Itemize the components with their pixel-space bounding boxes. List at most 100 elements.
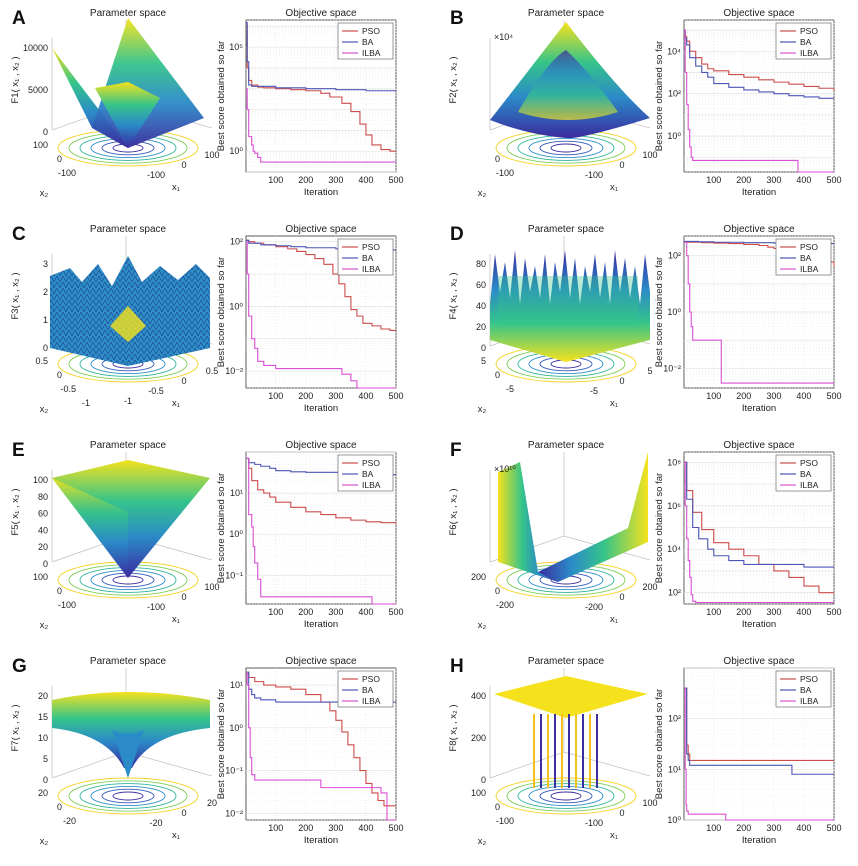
x1-axis-label: x₁ [172, 830, 180, 841]
panel-letter: C [12, 224, 26, 245]
z-tick: 80 [476, 259, 486, 269]
legend-label: ILBA [362, 48, 381, 58]
x1-axis-label: x₁ [172, 182, 180, 193]
objective-chart-C: Objective space 100 200 300 400 500 10² 10⁰ 10⁻²… [216, 224, 404, 414]
z-axis-label: F8( x₁ , x₂ ) [448, 704, 459, 751]
surface-shape [50, 256, 210, 366]
surface-shape [490, 250, 650, 362]
x2-axis-label: x₂ [478, 620, 487, 631]
panel-letter: H [450, 656, 464, 677]
series-line-ba [684, 687, 834, 775]
x-tick-label: 200 [736, 391, 751, 401]
surface-plot-B: B Parameter space F2( x₁ , x₂ ) ×10⁴ 0 -100 10… [448, 8, 658, 199]
z-tick: 5 [43, 754, 48, 764]
surface-title: Parameter space [528, 8, 605, 19]
x-tick-label: 100 [706, 391, 721, 401]
contour-floor [57, 777, 199, 815]
objective-chart-H: Objective space 100 200 300 400 500 10² 10¹ 10⁰ I… [654, 656, 842, 846]
surface-face [494, 676, 648, 718]
contour-ring [495, 777, 637, 815]
y-tick-label: 10⁰ [667, 307, 681, 317]
grid [684, 667, 835, 821]
z-tick: 400 [471, 691, 486, 701]
contour-floor [495, 777, 637, 815]
x2-tick: 0 [57, 370, 62, 380]
chart-title: Objective space [285, 656, 357, 667]
legend-label: BA [362, 685, 374, 695]
legend-label: ILBA [362, 264, 381, 274]
z-axis-label: F3( x₁ , x₂ ) [10, 272, 21, 319]
legend-label: PSO [800, 458, 818, 468]
panel-letter: D [450, 224, 464, 245]
x-tick-label: 400 [358, 391, 373, 401]
surface-plot-F: F Parameter space F6( x₁ , x₂ ) ×10¹⁰ 200 0 -2… [448, 440, 658, 631]
legend-label: ILBA [800, 480, 819, 490]
x1-tick: 20 [207, 798, 217, 808]
x1-tick: 0 [619, 160, 624, 170]
z-tick: 80 [38, 492, 48, 502]
x-tick-label: 100 [268, 175, 283, 185]
chart-title: Objective space [723, 656, 795, 667]
y-axis-label: Best score obtained so far [654, 257, 665, 367]
x2-tick: -20 [63, 816, 76, 826]
x-tick-label: 200 [298, 607, 313, 617]
x2-tick: -100 [496, 168, 514, 178]
contour-ring [79, 783, 177, 809]
series-line-ilba [684, 687, 834, 821]
z-tick: 0 [43, 127, 48, 137]
z-axis-label: F1( x₁ , x₂ ) [10, 56, 21, 103]
x-tick-label: 200 [736, 607, 751, 617]
x-axis-label: Iteration [304, 187, 338, 198]
x2-tick: 0 [57, 802, 62, 812]
x-tick-label: 300 [328, 175, 343, 185]
y-axis-label: Best score obtained so far [216, 257, 227, 367]
legend-label: PSO [800, 242, 818, 252]
series-line-ilba [246, 671, 396, 821]
x2-tick: 100 [33, 140, 48, 150]
x-tick-label: 300 [766, 823, 781, 833]
z-axis-label: F5( x₁ , x₂ ) [10, 488, 21, 535]
surface-shape [52, 460, 210, 578]
x-tick-label: 400 [796, 391, 811, 401]
surface-face [110, 306, 146, 342]
y-tick-label: 10² [668, 714, 681, 724]
x-tick-label: 500 [826, 823, 841, 833]
contour-ring [528, 137, 604, 159]
x1-tick: -100 [585, 818, 603, 828]
x2-tick: 100 [33, 572, 48, 582]
x-tick-label: 300 [328, 607, 343, 617]
x-tick-label: 300 [766, 607, 781, 617]
chart-title: Objective space [723, 224, 795, 235]
surface-title: Parameter space [90, 224, 167, 235]
x1-tick: 100 [642, 150, 657, 160]
z-tick: 10 [38, 733, 48, 743]
x1-tick: 0 [181, 160, 186, 170]
series-line-pso [684, 29, 835, 91]
x1-tick: 0 [619, 808, 624, 818]
x2-tick: -5 [506, 384, 514, 394]
surface-plot-E: E Parameter space F5( x₁ , x₂ ) 100 80 60 40 20… [10, 440, 220, 631]
x-axis-label: Iteration [742, 187, 776, 198]
z-tick: 20 [38, 542, 48, 552]
x1-axis-label: x₁ [172, 398, 180, 409]
y-tick-label: 10⁰ [229, 529, 243, 539]
x-tick-label: 400 [358, 607, 373, 617]
contour-ring [528, 785, 604, 807]
legend-label: ILBA [800, 48, 819, 58]
chart-title: Objective space [723, 8, 795, 19]
y-tick-label: 10² [668, 89, 681, 99]
objective-chart-B: Objective space 100 200 300 400 500 10⁴ 10² 10⁰ I… [654, 8, 842, 198]
surface-title: Parameter space [90, 656, 167, 667]
x1-tick: 100 [204, 582, 219, 592]
series-line-ilba [246, 457, 396, 605]
series-line-ba [684, 29, 834, 99]
x-tick-label: 200 [298, 823, 313, 833]
y-tick-label: 10² [230, 237, 243, 247]
y-tick-label: 10⁰ [667, 815, 681, 825]
grid [246, 19, 397, 173]
z-tick: 0 [481, 775, 486, 785]
